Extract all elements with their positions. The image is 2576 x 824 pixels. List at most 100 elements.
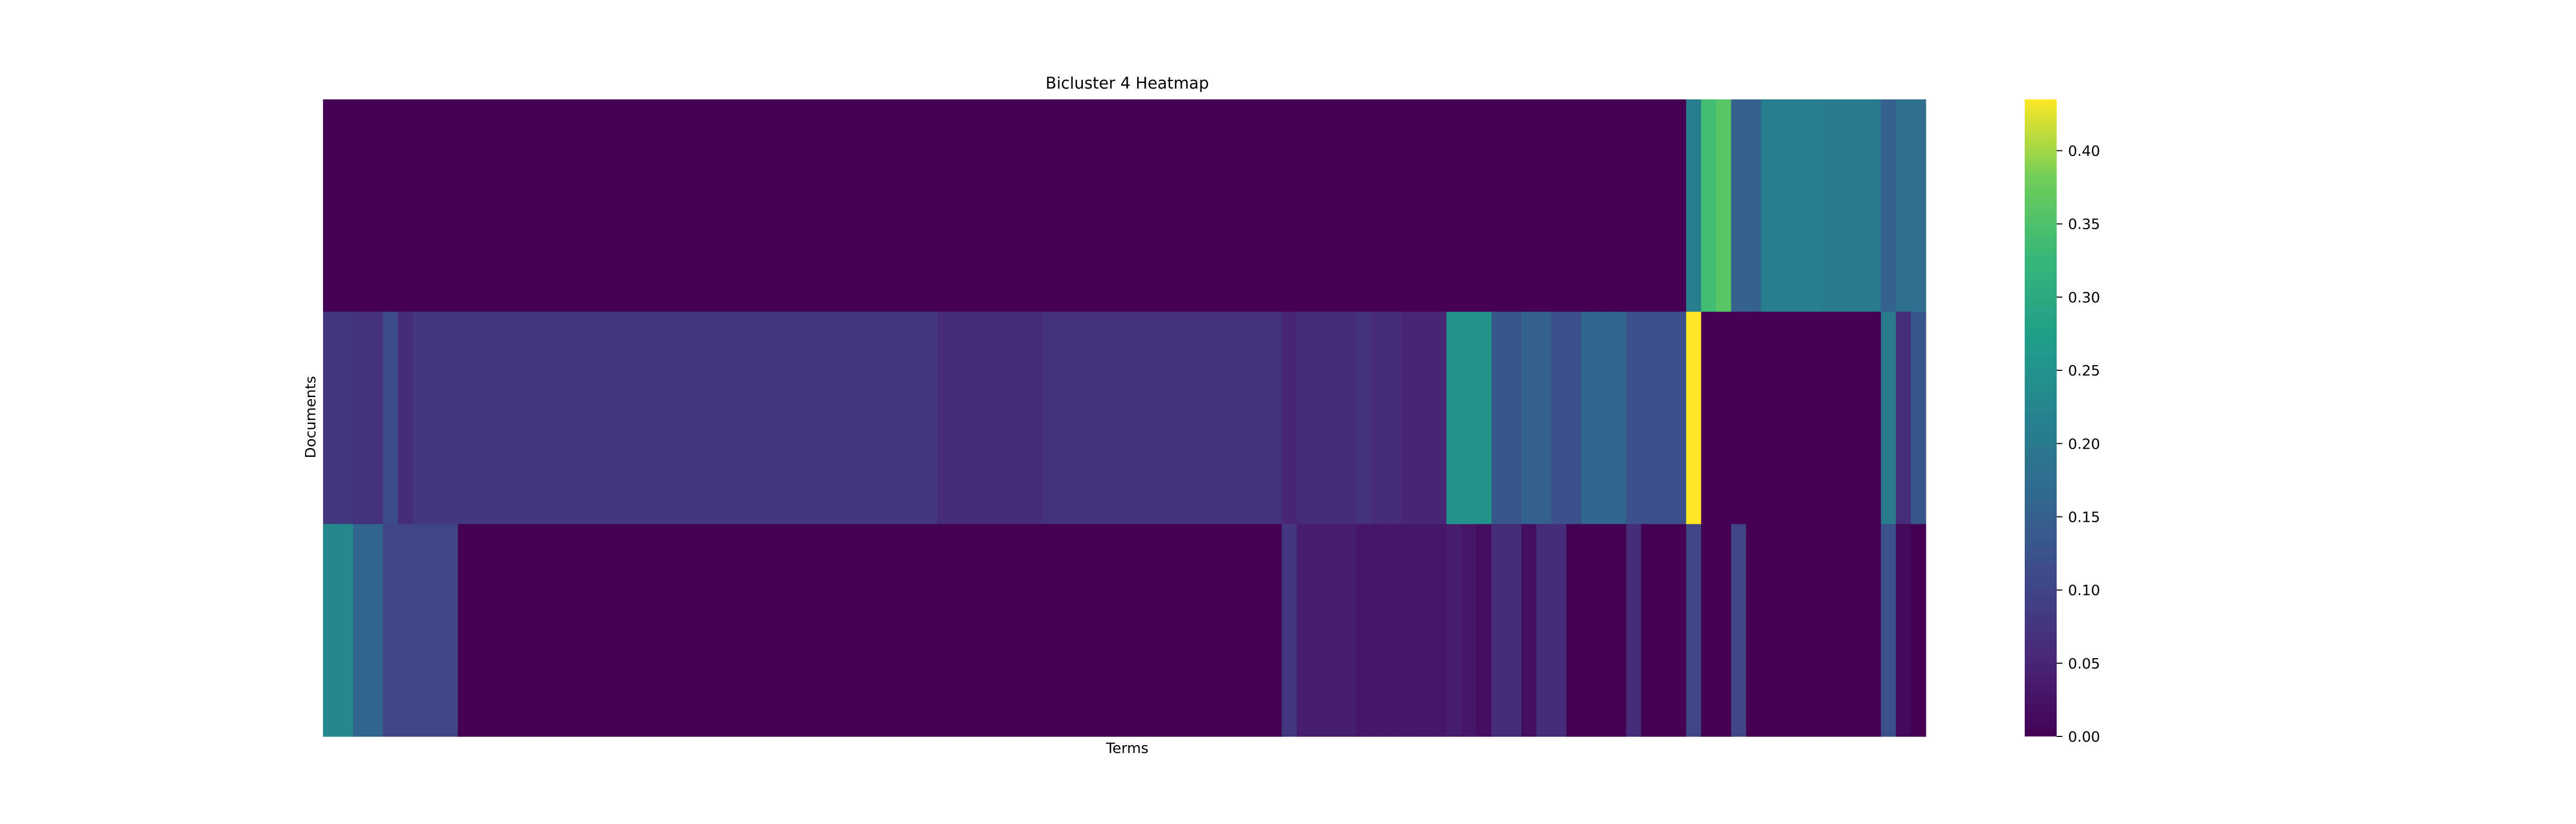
heatmap-cell (967, 312, 982, 525)
heatmap-cell (517, 524, 533, 737)
heatmap-cell (877, 312, 893, 525)
colorbar-tick-label: 0.05 (2068, 655, 2100, 672)
heatmap-cell (637, 99, 653, 312)
heatmap-cell (1296, 312, 1312, 525)
heatmap-cell (1012, 99, 1028, 312)
heatmap-cell (1821, 524, 1837, 737)
heatmap-cell (457, 99, 473, 312)
heatmap-cell (578, 99, 593, 312)
heatmap-cell (1147, 312, 1162, 525)
heatmap-cell (1116, 99, 1132, 312)
heatmap-cell (937, 524, 953, 737)
heatmap-cell (1506, 524, 1522, 737)
colorbar-tick-label: 0.15 (2068, 508, 2100, 525)
heatmap-cell (1386, 524, 1402, 737)
heatmap-cell (1716, 99, 1732, 312)
heatmap-cell (1192, 312, 1208, 525)
colorbar-tick-label: 0.20 (2068, 435, 2100, 452)
heatmap-cells (323, 99, 1926, 737)
heatmap-cell (787, 99, 803, 312)
heatmap-cell (578, 312, 593, 525)
heatmap-cell (1371, 312, 1387, 525)
heatmap-cell (727, 99, 743, 312)
heatmap-cell (1836, 312, 1852, 525)
heatmap-cell (1731, 99, 1747, 312)
heatmap-cell (1506, 312, 1522, 525)
heatmap-cell (1701, 99, 1717, 312)
x-axis-label: Terms (1106, 740, 1148, 757)
heatmap-cell (712, 99, 728, 312)
heatmap-cell (1611, 524, 1627, 737)
heatmap-cell (817, 312, 833, 525)
heatmap-cell (1327, 524, 1342, 737)
heatmap-cell (338, 312, 353, 525)
heatmap-cell (1836, 99, 1852, 312)
heatmap-cell (622, 524, 638, 737)
heatmap-cell (1551, 99, 1567, 312)
heatmap-cell (1162, 312, 1177, 525)
heatmap-cell (1342, 99, 1357, 312)
heatmap-cell (802, 99, 818, 312)
heatmap-cell (607, 99, 623, 312)
heatmap-cell (1357, 524, 1372, 737)
heatmap-cell (1671, 312, 1687, 525)
heatmap-cell (1416, 99, 1432, 312)
heatmap-cell (1446, 99, 1462, 312)
heatmap-cell (1357, 99, 1372, 312)
heatmap-cell (1236, 312, 1252, 525)
heatmap-cell (533, 312, 548, 525)
heatmap-cell (1236, 524, 1252, 737)
heatmap-cell (1192, 99, 1208, 312)
heatmap-cell (563, 99, 578, 312)
heatmap-cell (1401, 312, 1417, 525)
heatmap-cell (1087, 99, 1103, 312)
heatmap-cell (1686, 99, 1702, 312)
heatmap-cell (398, 524, 414, 737)
heatmap-cell (682, 99, 698, 312)
heatmap-cell (1821, 312, 1837, 525)
heatmap-cell (1416, 524, 1432, 737)
heatmap-cell (1776, 312, 1791, 525)
heatmap-cell (1821, 99, 1837, 312)
heatmap-cell (1851, 524, 1867, 737)
heatmap-cell (1536, 99, 1552, 312)
heatmap-cell (1596, 312, 1612, 525)
colorbar-tick-label: 0.35 (2068, 216, 2100, 233)
heatmap-cell (1386, 99, 1402, 312)
heatmap-cell (622, 99, 638, 312)
heatmap-cell (907, 312, 923, 525)
heatmap-cell (533, 99, 548, 312)
heatmap-cell (1431, 524, 1447, 737)
heatmap-cell (1177, 99, 1192, 312)
heatmap-cell (847, 99, 863, 312)
heatmap-cell (1701, 524, 1717, 737)
heatmap-cell (1626, 99, 1642, 312)
heatmap-cell (1116, 524, 1132, 737)
heatmap-cell (1327, 99, 1342, 312)
heatmap-cell (967, 99, 982, 312)
heatmap-cell (1431, 99, 1447, 312)
heatmap-cell (1251, 312, 1267, 525)
heatmap-cell (1371, 99, 1387, 312)
heatmap-cell (1087, 312, 1103, 525)
heatmap-cell (1910, 524, 1926, 737)
heatmap-cell (1596, 524, 1612, 737)
heatmap-cell (1536, 524, 1552, 737)
heatmap-cell (1551, 524, 1567, 737)
heatmap-cell (1866, 524, 1882, 737)
heatmap-cell (1446, 312, 1462, 525)
heatmap-cell (323, 99, 338, 312)
heatmap-cell (712, 312, 728, 525)
heatmap-cell (502, 524, 518, 737)
heatmap-cell (1012, 524, 1028, 737)
heatmap-cell (1776, 524, 1791, 737)
heatmap-cell (1506, 99, 1522, 312)
heatmap-cell (1851, 99, 1867, 312)
heatmap-cell (697, 524, 713, 737)
heatmap-cell (1177, 312, 1192, 525)
heatmap-cell (1311, 524, 1327, 737)
heatmap-cell (502, 312, 518, 525)
heatmap-cell (1311, 99, 1327, 312)
heatmap-cell (502, 99, 518, 312)
